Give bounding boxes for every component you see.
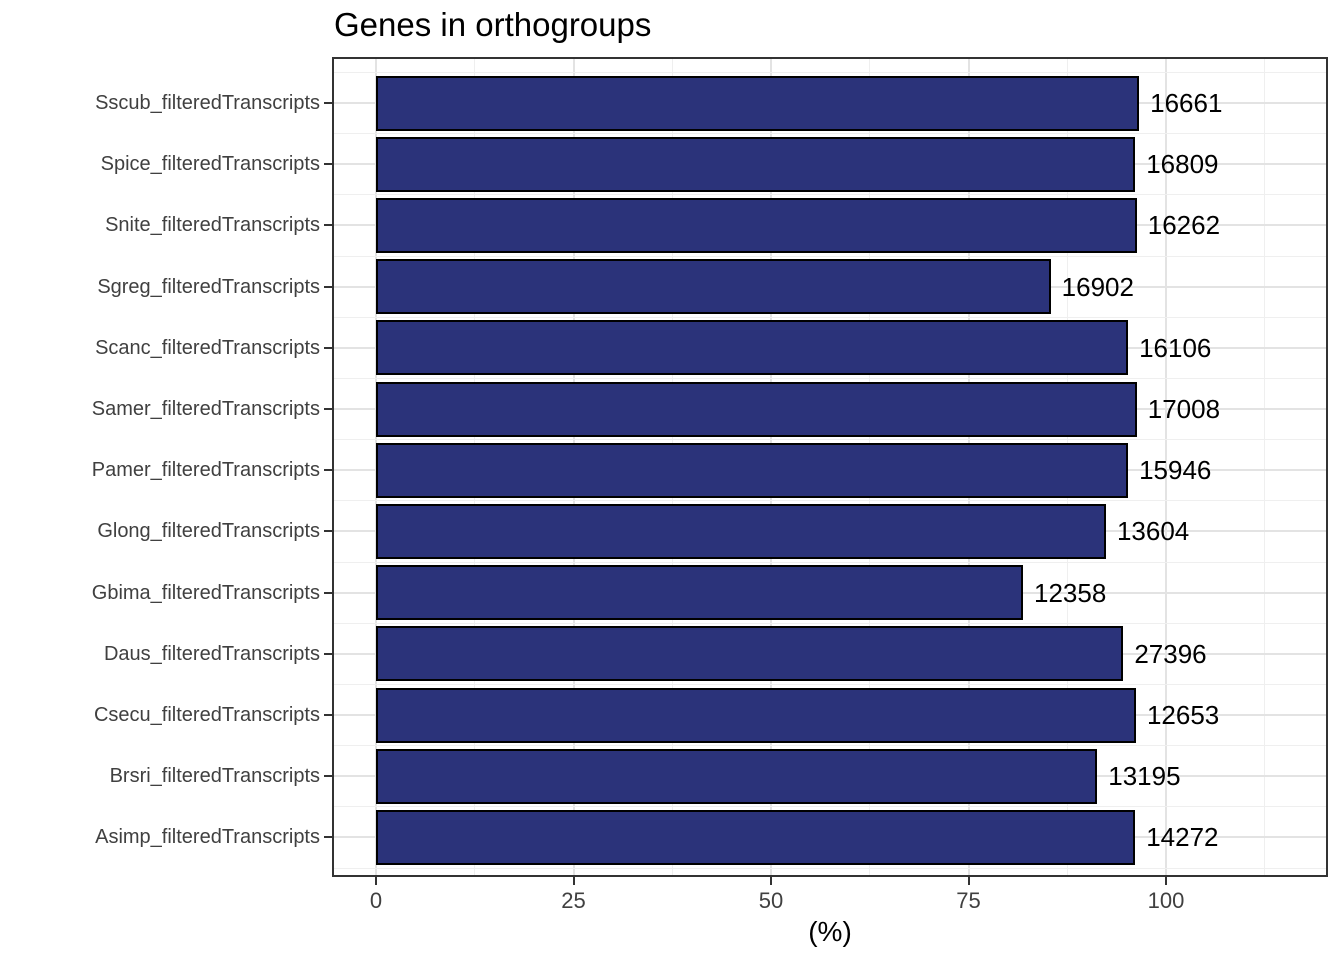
- y-axis-tick: [324, 346, 332, 349]
- x-axis-tick-label: 100: [1147, 888, 1185, 913]
- bar: [376, 809, 1136, 865]
- y-axis-tick: [324, 163, 332, 166]
- y-axis-label: Sscub_filteredTranscripts: [95, 92, 320, 114]
- y-axis-tick: [324, 408, 332, 410]
- bar-value-label: 16106: [1139, 332, 1212, 363]
- gridline-minor-horizontal: [332, 867, 1328, 869]
- bar-value-label: 13195: [1108, 761, 1181, 792]
- bar-value-label: 16661: [1150, 88, 1223, 118]
- y-axis-label: Spice_filteredTranscripts: [100, 153, 320, 176]
- gridline-minor-horizontal: [332, 71, 1328, 73]
- bar: [376, 320, 1129, 376]
- bar: [376, 687, 1136, 743]
- gridline-minor-horizontal: [332, 439, 1328, 441]
- gridline-minor-horizontal: [332, 500, 1328, 502]
- bar-value-label: 12653: [1146, 700, 1220, 730]
- gridline-minor-horizontal: [332, 255, 1328, 257]
- y-axis-tick: [324, 591, 332, 594]
- y-axis-tick: [324, 714, 332, 716]
- bar-value-label: 14272: [1146, 822, 1219, 853]
- gridline-minor-horizontal: [332, 133, 1328, 135]
- bar: [376, 381, 1137, 437]
- plot-panel: 16661 16809 16262 16902 16106 17008 15946 13604…: [332, 57, 1328, 877]
- y-axis-label: Scanc_filteredTranscripts: [95, 336, 320, 359]
- y-axis-label: Glong_filteredTranscripts: [97, 520, 320, 543]
- y-axis-tick: [324, 836, 332, 839]
- bar: [376, 565, 1023, 621]
- x-axis-title: (%): [808, 916, 852, 947]
- y-axis-label: Daus_filteredTranscripts: [103, 642, 320, 665]
- y-axis-tick: [324, 775, 332, 778]
- gridline-minor-horizontal: [332, 377, 1328, 379]
- y-axis-label: Samer_filteredTranscripts: [91, 398, 320, 420]
- bar: [376, 136, 1136, 192]
- chart-title: Genes in orthogroups: [334, 6, 652, 43]
- y-axis-label: Gbima_filteredTranscripts: [91, 581, 320, 604]
- y-axis-label: Sgreg_filteredTranscripts: [97, 275, 320, 298]
- x-axis-tick: [375, 877, 377, 885]
- gridline-minor-vertical: [1264, 57, 1266, 877]
- bar-value-label: 12358: [1034, 577, 1107, 608]
- y-axis-tick: [324, 285, 332, 288]
- y-axis-tick: [324, 652, 332, 655]
- gridline-minor-horizontal: [332, 806, 1328, 808]
- y-axis-tick: [324, 530, 332, 533]
- gridline-major-vertical: [1165, 57, 1167, 877]
- bar-value-label: 16809: [1146, 149, 1219, 180]
- gridline-minor-horizontal: [332, 561, 1328, 563]
- y-axis-label: Snite_filteredTranscripts: [105, 214, 320, 237]
- x-axis-tick: [967, 877, 970, 885]
- gridline-minor-horizontal: [332, 622, 1328, 624]
- y-axis-label: Csecu_filteredTranscripts: [93, 704, 320, 726]
- bar-value-label: 16262: [1147, 210, 1221, 241]
- y-axis-tick: [324, 224, 332, 227]
- y-axis-label: Asimp_filteredTranscripts: [95, 826, 320, 849]
- gridline-minor-horizontal: [332, 316, 1328, 318]
- x-axis-tick-label: 75: [956, 888, 981, 913]
- bar: [376, 503, 1106, 559]
- y-axis-tick: [324, 469, 332, 472]
- y-axis-tick: [324, 102, 332, 104]
- bar-value-label: 17008: [1147, 394, 1221, 424]
- bar: [376, 197, 1137, 253]
- bar-value-label: 16902: [1061, 271, 1134, 302]
- gridline-minor-horizontal: [332, 194, 1328, 196]
- x-axis-tick: [572, 877, 575, 885]
- gridline-minor-horizontal: [332, 745, 1328, 747]
- x-axis-tick-label: 0: [369, 888, 383, 913]
- gridline-minor-horizontal: [332, 683, 1328, 685]
- bar-value-label: 27396: [1134, 638, 1207, 669]
- bar: [376, 748, 1098, 804]
- x-axis-tick: [1165, 877, 1167, 885]
- x-axis-tick: [770, 877, 772, 885]
- x-axis-tick-label: 25: [561, 888, 586, 913]
- y-axis-label: Brsri_filteredTranscripts: [109, 765, 320, 788]
- bar: [376, 75, 1140, 131]
- x-axis-tick-label: 50: [758, 888, 784, 913]
- bar: [376, 259, 1051, 315]
- bar-value-label: 13604: [1116, 516, 1190, 547]
- bar-value-label: 15946: [1139, 455, 1212, 486]
- bar: [376, 442, 1129, 498]
- y-axis-label: Pamer_filteredTranscripts: [91, 459, 320, 482]
- bar: [376, 626, 1124, 682]
